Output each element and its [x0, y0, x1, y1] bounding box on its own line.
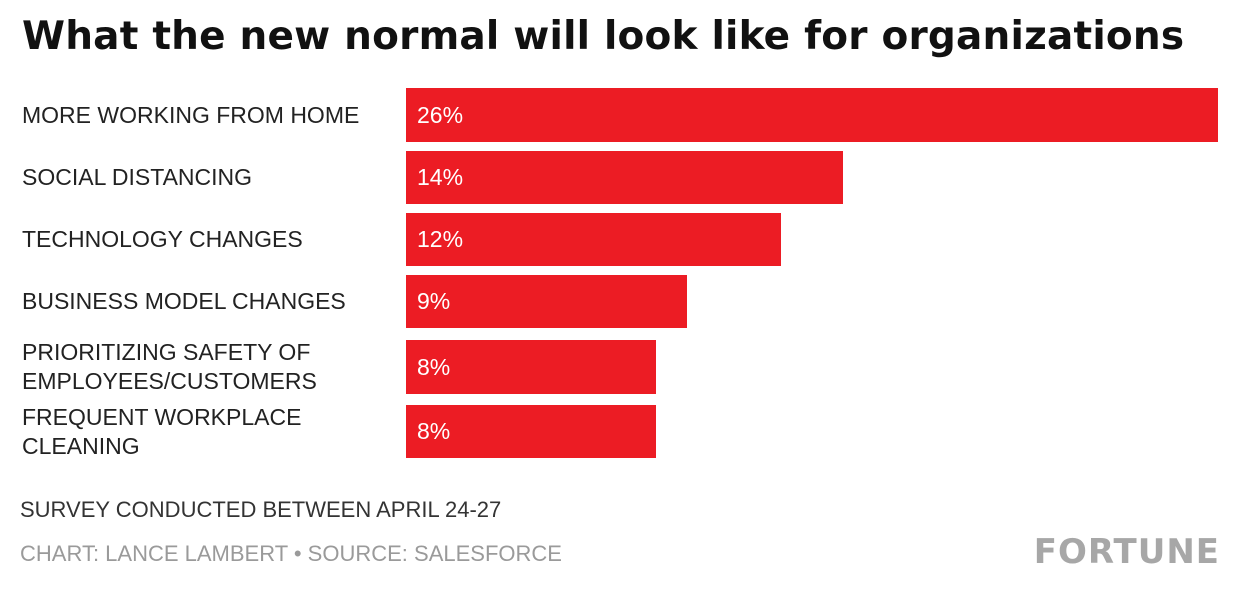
bar-value-label: 8% — [417, 353, 451, 380]
category-label: TECHNOLOGY CHANGES — [22, 226, 303, 252]
bar — [406, 340, 656, 394]
category-label: PRIORITIZING SAFETY OF EMPLOYEES/CUSTOME… — [22, 339, 317, 394]
bar-value-label: 8% — [417, 418, 451, 444]
category-label: BUSINESS MODEL CHANGES — [22, 288, 346, 314]
bar-value-label: 12% — [417, 226, 464, 252]
chart-title: What the new normal will look like for o… — [22, 14, 1185, 59]
category-label: FREQUENT WORKPLACE CLEANING — [22, 403, 302, 459]
bar-value-label: 14% — [417, 164, 464, 190]
category-label: SOCIAL DISTANCING — [22, 164, 253, 190]
bar-value-label: 9% — [417, 288, 451, 314]
survey-note: SURVEY CONDUCTED BETWEEN APRIL 24-27 — [20, 497, 502, 522]
fortune-logo: FORTUNE — [1033, 532, 1220, 572]
source-credit: CHART: LANCE LAMBERT • SOURCE: SALESFORC… — [20, 541, 562, 566]
bar — [406, 88, 1218, 142]
bar-value-label: 26% — [417, 101, 464, 128]
bar — [406, 213, 781, 266]
bar — [406, 275, 687, 328]
bar — [406, 151, 843, 204]
bar — [406, 405, 656, 458]
bar-chart: MORE WORKING FROM HOME 26% SOCIAL DISTANCI… — [22, 88, 1218, 459]
category-label: MORE WORKING FROM HOME — [22, 101, 360, 128]
